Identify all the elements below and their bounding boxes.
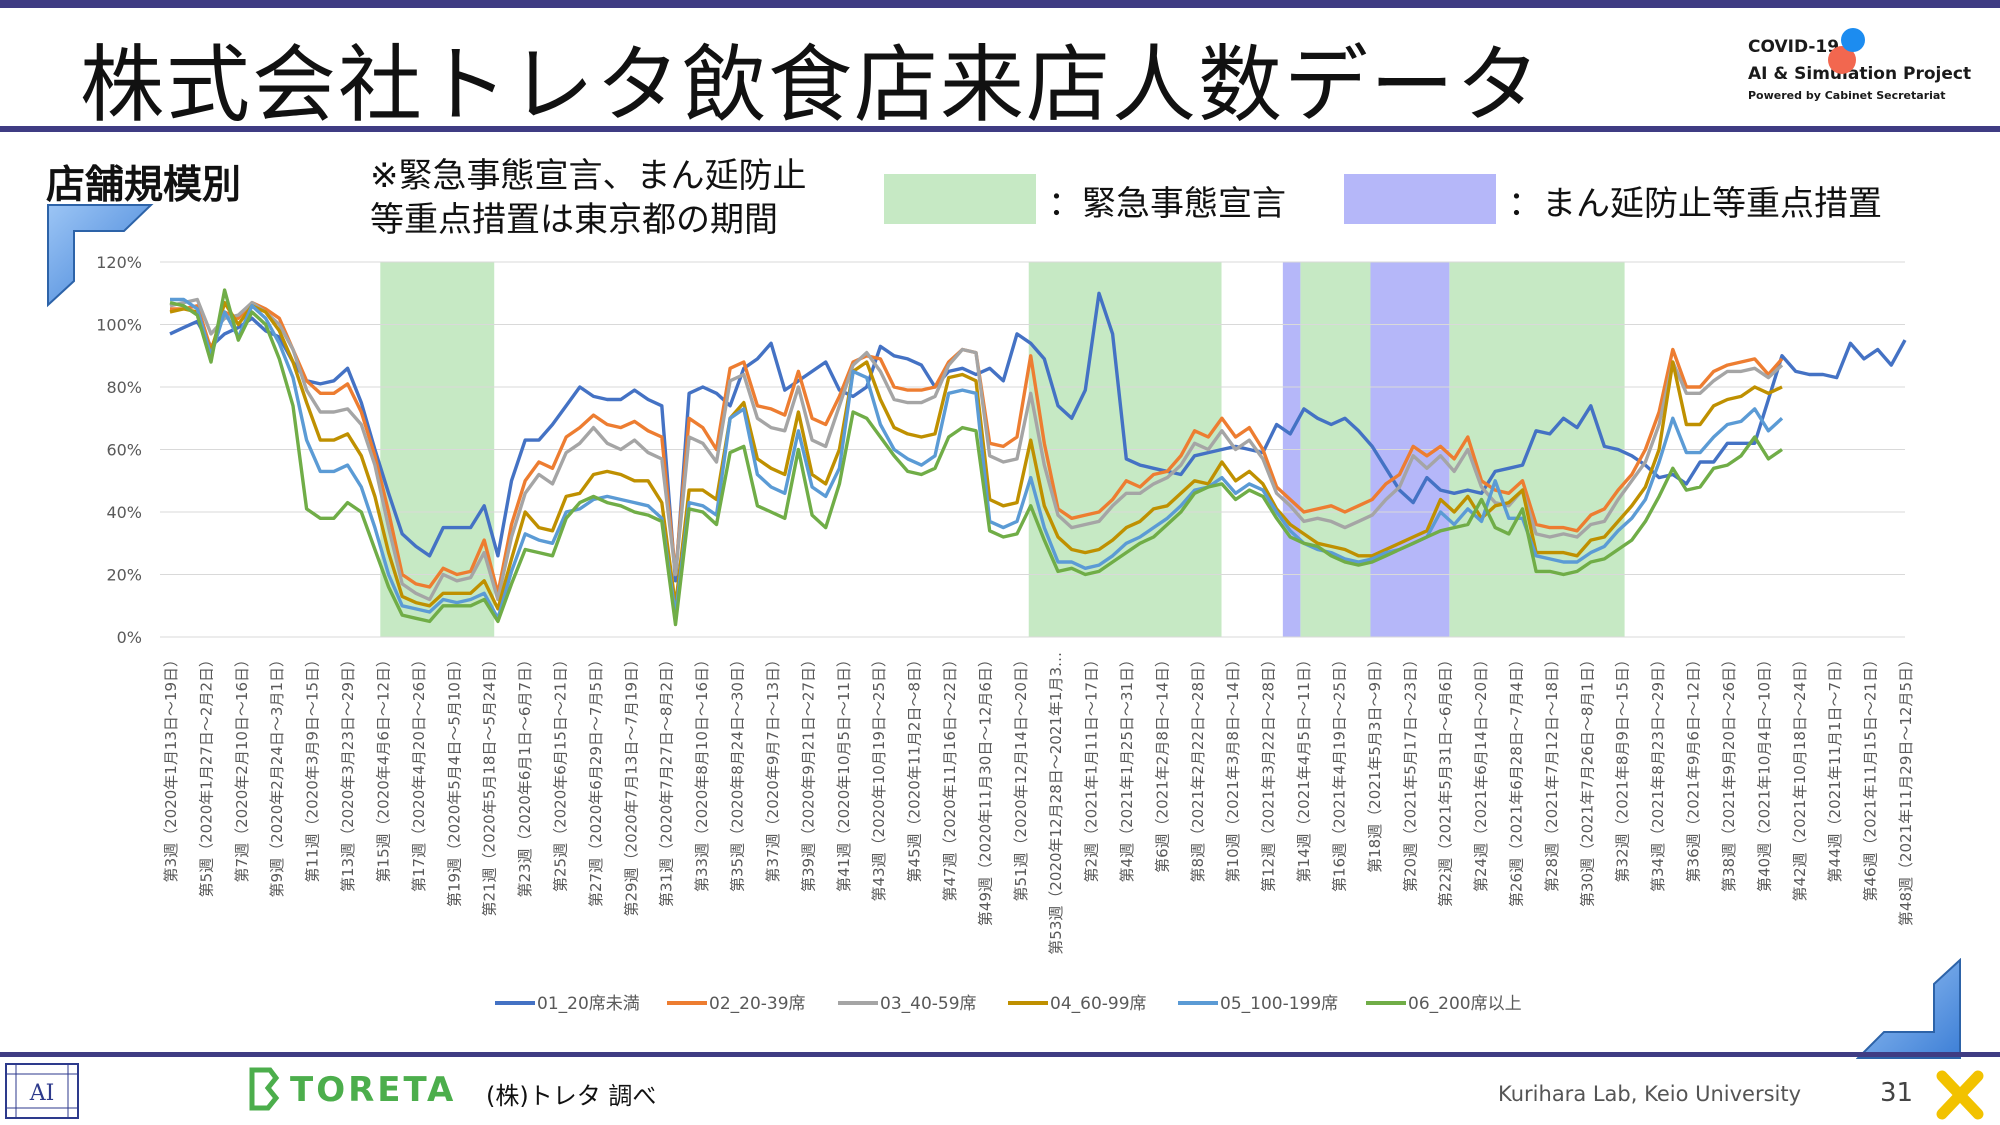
x-tick-label: 第8週（2021年2月22日～28日） [1189, 652, 1207, 882]
legend-priority-swatch [1344, 174, 1496, 224]
x-tick-label: 第37週（2020年9月7日～13日） [764, 652, 782, 882]
x-tick-label: 第33週（2020年8月10日～16日） [693, 652, 711, 892]
y-tick-label: 20% [106, 566, 142, 585]
legend-label: 02_20-39席 [709, 994, 806, 1014]
x-tick-label: 第10週（2021年3月8日～14日） [1224, 652, 1242, 882]
x-tick-label: 第15週（2020年4月6日～12日） [374, 652, 392, 882]
source-note: (株)トレタ 調べ [486, 1082, 657, 1110]
corner-bracket-bottom-icon [1856, 958, 1961, 1059]
series-line [169, 288, 1783, 627]
x-tick-label: 第40週（2021年10月4日～10日） [1755, 652, 1773, 892]
x-mark-icon [1936, 1070, 1984, 1120]
ai-lab-logo-icon: AI [5, 1063, 79, 1119]
x-tick-label: 第30週（2021年7月26日～8月1日） [1578, 652, 1596, 907]
x-tick-label: 第49週（2020年11月30日～12月6日） [976, 652, 994, 926]
x-tick-label: 第2週（2021年1月11日～17日） [1083, 652, 1101, 882]
svg-text:AI: AI [29, 1081, 55, 1106]
x-tick-label: 第25週（2020年6月15日～21日） [551, 652, 569, 892]
period-note: ※緊急事態宣言、まん延防止 等重点措置は東京都の期間 [370, 154, 807, 242]
x-tick-label: 第31週（2020年7月27日～8月2日） [658, 652, 676, 907]
x-tick-label: 第7週（2020年2月10日～16日） [233, 652, 251, 882]
legend-label: 04_60-99席 [1050, 994, 1147, 1014]
x-tick-label: 第21週（2020年5月18日～5月24日） [481, 652, 499, 917]
x-tick-label: 第4週（2021年1月25日～31日） [1118, 652, 1136, 882]
x-tick-label: 第36週（2021年9月6日～12日） [1685, 652, 1703, 882]
x-tick-label: 第13週（2020年3月23日～29日） [339, 652, 357, 892]
y-tick-label: 80% [106, 378, 142, 397]
x-tick-label: 第19週（2020年5月4日～5月10日） [445, 652, 463, 907]
x-tick-label: 第3週（2020年1月13日～19日） [162, 652, 180, 882]
x-tick-label: 第24週（2021年6月14日～20日） [1472, 652, 1490, 892]
chart-subtitle: 店舗規模別 [46, 163, 242, 208]
lab-credit: Kurihara Lab, Keio University [1498, 1082, 1802, 1106]
logo-line3: Powered by Cabinet Secretariat [1748, 89, 1946, 102]
x-tick-label: 第41週（2020年10月5日～11日） [835, 652, 853, 892]
page-title: 株式会社トレタ飲食店来店人数データ [80, 36, 1543, 134]
note-line2: 等重点措置は東京都の期間 [370, 200, 778, 240]
note-line1: ※緊急事態宣言、まん延防止 [370, 156, 807, 196]
x-tick-label: 第53週（2020年12月28日～2021年1月3… [1047, 652, 1065, 955]
series-line [170, 297, 1784, 620]
x-tick-label: 第39週（2020年9月21日～27日） [799, 652, 817, 892]
x-tick-label: 第48週（2021年11月29日～12月5日） [1897, 652, 1915, 926]
top-bar [0, 0, 2000, 8]
legend-label: 05_100-199席 [1220, 994, 1338, 1014]
legend-label: 01_20席未満 [537, 994, 640, 1014]
x-tick-label: 第51週（2020年12月14日～20日） [1012, 652, 1030, 902]
x-tick-label: 第43週（2020年10月19日～25日） [870, 652, 888, 902]
legend-emergency-swatch [884, 174, 1036, 224]
x-tick-label: 第14週（2021年4月5日～11日） [1295, 652, 1313, 882]
x-tick-label: 第16週（2021年4月19日～25日） [1330, 652, 1348, 892]
x-tick-label: 第45週（2020年11月2日～8日） [906, 652, 924, 882]
y-tick-label: 60% [106, 441, 142, 460]
x-tick-label: 第29週（2020年7月13日～7月19日） [622, 652, 640, 917]
x-tick-label: 第35週（2020年8月24日～30日） [729, 652, 747, 892]
x-tick-label: 第42週（2021年10月18日～24日） [1791, 652, 1809, 902]
y-tick-label: 0% [117, 628, 142, 647]
legend-priority-label: ：まん延防止等重点措置 [1508, 184, 1882, 224]
x-tick-label: 第46週（2021年11月15日～21日） [1862, 652, 1880, 902]
x-tick-label: 第20週（2021年5月17日～23日） [1401, 652, 1419, 892]
x-tick-label: 第38週（2021年9月20日～26日） [1720, 652, 1738, 892]
series-line [169, 291, 1907, 583]
y-tick-label: 120% [96, 253, 142, 272]
x-tick-label: 第23週（2020年6月1日～6月7日） [516, 652, 534, 897]
legend-label: 06_200席以上 [1408, 994, 1522, 1014]
y-tick-label: 40% [106, 503, 142, 522]
x-tick-label: 第47週（2020年11月16日～22日） [941, 652, 959, 902]
bottom-rule [0, 1052, 2000, 1057]
x-tick-label: 第28週（2021年7月12日～18日） [1543, 652, 1561, 892]
logo-dots-icon [1828, 28, 1865, 74]
x-tick-label: 第27週（2020年6月29日～7月5日） [587, 652, 605, 907]
x-tick-label: 第26週（2021年6月28日～7月4日） [1508, 652, 1526, 907]
x-tick-label: 第17週（2020年4月20日～26日） [410, 652, 428, 892]
x-tick-label: 第6週（2021年2月8日～14日） [1153, 652, 1171, 873]
legend-emergency-label: ：緊急事態宣言 [1048, 184, 1286, 224]
y-tick-label: 100% [96, 316, 142, 335]
series-line [169, 300, 1783, 611]
covid-project-logo: COVID-19 AI & Simulation Project Powered… [1748, 34, 1971, 104]
x-tick-label: 第32週（2021年8月9日～15日） [1614, 652, 1632, 882]
page-number: 31 [1880, 1078, 1914, 1108]
title-rule [0, 126, 2000, 132]
toreta-logo: TORETA [290, 1070, 457, 1110]
x-tick-label: 第12週（2021年3月22日～28日） [1260, 652, 1278, 892]
toreta-mark-icon [249, 1067, 280, 1111]
x-tick-label: 第22週（2021年5月31日～6月6日） [1437, 652, 1455, 907]
x-tick-label: 第5週（2020年1月27日～2月2日） [197, 652, 215, 897]
logo-line1: COVID-19 [1748, 37, 1840, 57]
x-tick-label: 第11週（2020年3月9日～15日） [304, 652, 322, 882]
corner-bracket-icon [47, 204, 154, 308]
x-tick-label: 第34週（2021年8月23日～29日） [1649, 652, 1667, 892]
x-tick-label: 第18週（2021年5月3日～9日） [1366, 652, 1384, 873]
legend-label: 03_40-59席 [880, 994, 977, 1014]
x-tick-label: 第9週（2020年2月24日～3月1日） [268, 652, 286, 897]
x-tick-label: 第44週（2021年11月1日～7日） [1826, 652, 1844, 882]
logo-line2: AI & Simulation Project [1748, 64, 1972, 84]
